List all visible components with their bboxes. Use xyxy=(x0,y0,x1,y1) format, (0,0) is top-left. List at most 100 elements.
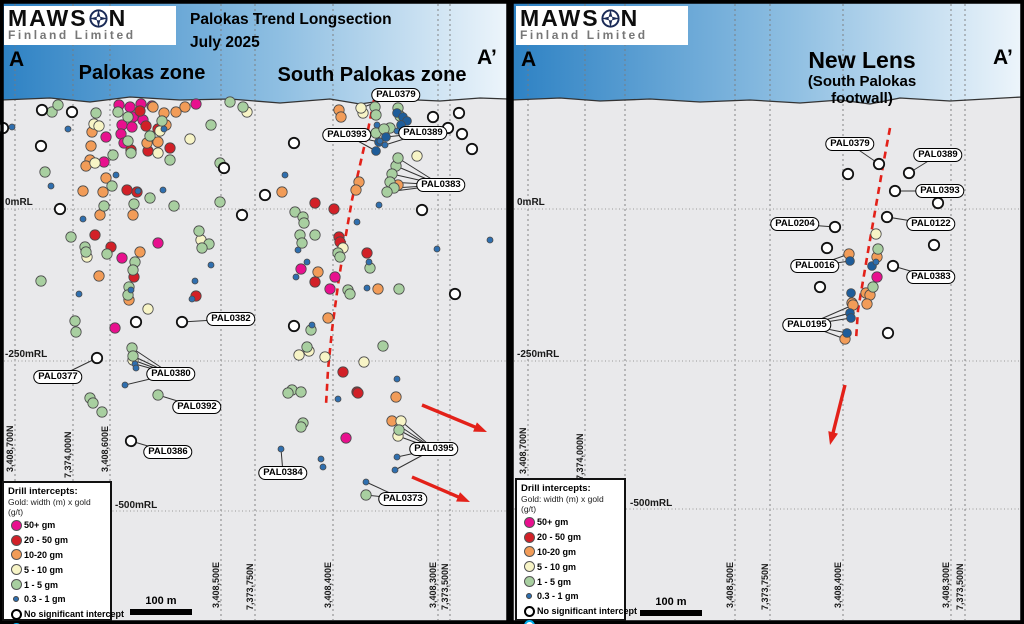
drill-intercept-point xyxy=(393,283,405,295)
drill-intercept-point xyxy=(116,252,128,264)
drill-intercept-point xyxy=(362,478,370,486)
drill-intercept-point xyxy=(319,351,331,363)
drill-intercept-point xyxy=(160,125,168,133)
drill-intercept-point xyxy=(328,203,340,215)
drill-intercept-point xyxy=(322,312,334,324)
axis-label: 7,374,000N xyxy=(575,433,585,480)
legend-title: Drill intercepts: xyxy=(8,486,78,497)
drill-intercept-point xyxy=(168,200,180,212)
drill-intercept-point xyxy=(411,150,423,162)
drill-intercept-point xyxy=(870,228,882,240)
drill-intercept-point xyxy=(372,283,384,295)
drill-intercept-point xyxy=(881,326,895,340)
drill-intercept-point xyxy=(846,313,856,323)
legend-item-label: 50+ gm xyxy=(24,520,56,531)
drill-intercept-point xyxy=(888,184,902,198)
drill-intercept-point xyxy=(303,258,311,266)
logo-text-end: N xyxy=(620,5,640,31)
surface-line xyxy=(511,96,1023,105)
drill-intercept-point xyxy=(337,366,349,378)
drill-intercept-point xyxy=(365,258,373,266)
legend-item-label: Awaiting results xyxy=(537,621,606,624)
drill-intercept-point xyxy=(121,184,133,196)
legend-swatch-dot-icon xyxy=(521,516,537,528)
drill-intercept-point xyxy=(455,127,469,141)
section-marker-a2-right: A’ xyxy=(993,46,1013,69)
drill-intercept-point xyxy=(188,295,196,303)
drill-intercept-point xyxy=(392,152,404,164)
legend-item: 50+ gm xyxy=(521,515,620,530)
drill-intercept-point xyxy=(122,135,134,147)
drill-intercept-point xyxy=(390,391,402,403)
legend-item: 0.3 - 1 gm xyxy=(521,589,620,604)
drill-intercept-point xyxy=(329,271,341,283)
legend-swatch-dot-icon xyxy=(521,576,537,588)
drill-intercept-point xyxy=(287,319,301,333)
drill-intercept-point xyxy=(282,387,294,399)
scale-bar: 100 m xyxy=(635,596,707,616)
section-marker-a-right: A xyxy=(521,48,537,71)
drill-intercept-point xyxy=(294,246,302,254)
axis-label: 3,408,300E xyxy=(428,562,438,608)
drill-intercept-point xyxy=(340,432,352,444)
elevation-label: -500mRL xyxy=(630,498,673,509)
drill-intercept-point xyxy=(371,146,381,156)
section-marker-a-left: A xyxy=(9,48,25,71)
drill-intercept-point xyxy=(127,286,135,294)
drill-intercept-point xyxy=(872,258,880,266)
legend-item-label: No significant intercept xyxy=(24,609,125,620)
legend-swatch-dot-icon xyxy=(521,546,537,558)
trend-line xyxy=(854,127,892,341)
panel-title-new-lens: New Lens (South Palokas footwall) xyxy=(781,47,943,108)
drill-intercept-point xyxy=(217,161,231,175)
drill-intercept-point xyxy=(352,387,364,399)
drill-intercept-point xyxy=(344,288,356,300)
drill-intercept-point xyxy=(124,101,136,113)
drill-intercept-point xyxy=(301,341,313,353)
drill-intercept-point xyxy=(465,142,479,156)
drill-intercept-point xyxy=(128,198,140,210)
legend-swatch-dot-icon xyxy=(521,531,537,543)
legend-item-label: 1 - 5 gm xyxy=(537,576,572,587)
drill-intercept-point xyxy=(841,167,855,181)
drill-intercept-point xyxy=(134,105,146,117)
drill-intercept-point xyxy=(842,328,852,338)
drill-intercept-point xyxy=(820,241,834,255)
compass-icon xyxy=(600,9,620,28)
drill-intercept-point xyxy=(361,247,373,259)
drill-intercept-point xyxy=(35,275,47,287)
drill-intercept-point xyxy=(97,186,109,198)
drill-intercept-point xyxy=(75,290,83,298)
drill-intercept-point xyxy=(132,364,140,372)
drill-intercept-point xyxy=(381,186,393,198)
figure-title: Palokas Trend Longsection July 2025 xyxy=(190,8,392,54)
scale-bar-rule xyxy=(130,609,192,615)
drill-intercept-point xyxy=(360,489,372,501)
drill-intercept-point xyxy=(156,115,168,127)
figure-title-line1: Palokas Trend Longsection xyxy=(190,11,392,28)
legend-swatch-dot-icon xyxy=(521,561,537,573)
legend-swatch-ring-black-icon xyxy=(521,605,537,617)
drill-intercept-point xyxy=(152,389,164,401)
drill-intercept-point xyxy=(207,261,215,269)
scale-bar: 100 m xyxy=(125,595,197,615)
new-lens-title: New Lens xyxy=(808,47,916,73)
legend-item-label: 50+ gm xyxy=(537,517,569,528)
drill-intercept-point xyxy=(122,111,134,123)
legend-item-label: 10-20 gm xyxy=(24,549,64,560)
drill-intercept-point xyxy=(214,196,226,208)
drill-intercept-point xyxy=(87,397,99,409)
drill-intercept-point xyxy=(152,237,164,249)
drill-intercept-point xyxy=(393,453,401,461)
drill-intercept-point xyxy=(101,248,113,260)
drill-intercept-point xyxy=(237,101,249,113)
drill-intercept-point xyxy=(370,109,382,121)
drill-intercept-point xyxy=(235,208,249,222)
drill-intercept-point xyxy=(871,271,883,283)
legend-item: 0.3 - 1 gm xyxy=(8,592,106,607)
drill-intercept-point xyxy=(90,351,104,365)
drill-intercept-point xyxy=(127,264,139,276)
drill-intercept-point xyxy=(35,103,49,117)
axis-label: 3,408,600E xyxy=(100,426,110,472)
